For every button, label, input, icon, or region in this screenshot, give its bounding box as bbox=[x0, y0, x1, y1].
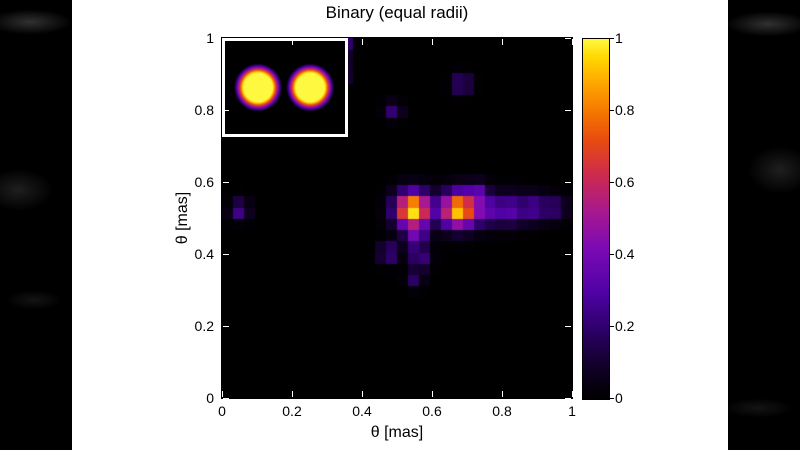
axis-tick-mark bbox=[362, 391, 363, 397]
colorbar bbox=[582, 38, 610, 400]
axis-tick-mark bbox=[223, 38, 229, 39]
axis-tick-mark bbox=[565, 38, 571, 39]
colorbar-tick-mark bbox=[610, 38, 614, 39]
colorbar-tick-label: 0.6 bbox=[615, 174, 635, 190]
colorbar-tick-label: 0.4 bbox=[615, 246, 635, 262]
x-tick-label: 0.6 bbox=[422, 403, 442, 419]
axis-tick-mark bbox=[292, 391, 293, 397]
x-tick-label: 0 bbox=[218, 403, 226, 419]
axis-tick-mark bbox=[572, 391, 573, 397]
y-tick-label: 1 bbox=[206, 30, 214, 46]
axis-tick-mark bbox=[502, 391, 503, 397]
axis-tick-mark bbox=[222, 391, 223, 397]
colorbar-tick-mark bbox=[610, 254, 614, 255]
y-tick-label: 0.8 bbox=[194, 102, 214, 118]
x-tick-label: 0.4 bbox=[352, 403, 372, 419]
y-axis-label: θ [mas] bbox=[174, 191, 191, 245]
colorbar-tick-mark bbox=[610, 182, 614, 183]
axis-tick-mark bbox=[432, 391, 433, 397]
y-tick-label: 0.6 bbox=[194, 174, 214, 190]
x-axis-label: θ [mas] bbox=[370, 424, 424, 441]
axis-tick-mark bbox=[565, 182, 571, 183]
colorbar-canvas bbox=[583, 39, 609, 399]
axis-tick-mark bbox=[292, 39, 293, 45]
axis-tick-mark bbox=[432, 39, 433, 45]
colorbar-tick-label: 0.2 bbox=[615, 318, 635, 334]
x-tick-label: 0.8 bbox=[492, 403, 512, 419]
axis-tick-mark bbox=[223, 398, 229, 399]
letterbox-right bbox=[728, 0, 800, 450]
x-tick-label: 0.2 bbox=[282, 403, 302, 419]
colorbar-tick-mark bbox=[610, 398, 614, 399]
axis-tick-mark bbox=[502, 39, 503, 45]
inset-canvas bbox=[225, 41, 345, 134]
colorbar-tick-label: 0 bbox=[615, 390, 623, 406]
y-tick-label: 0 bbox=[206, 390, 214, 406]
colorbar-tick-label: 1 bbox=[615, 30, 623, 46]
y-tick-label: 0.4 bbox=[194, 246, 214, 262]
axis-tick-mark bbox=[565, 398, 571, 399]
axis-tick-mark bbox=[223, 254, 229, 255]
axis-tick-mark bbox=[565, 254, 571, 255]
axis-tick-mark bbox=[565, 110, 571, 111]
inset-frame bbox=[222, 38, 348, 137]
axis-tick-mark bbox=[223, 110, 229, 111]
colorbar-tick-label: 0.8 bbox=[615, 102, 635, 118]
chart-title: Binary (equal radii) bbox=[325, 3, 469, 22]
colorbar-tick-mark bbox=[610, 110, 614, 111]
axis-tick-mark bbox=[222, 39, 223, 45]
y-tick-label: 0.2 bbox=[194, 318, 214, 334]
axis-tick-mark bbox=[572, 39, 573, 45]
x-tick-label: 1 bbox=[568, 403, 576, 419]
axis-tick-mark bbox=[223, 326, 229, 327]
axis-tick-mark bbox=[362, 39, 363, 45]
letterbox-left bbox=[0, 0, 72, 450]
axis-tick-mark bbox=[565, 326, 571, 327]
colorbar-tick-mark bbox=[610, 326, 614, 327]
axis-tick-mark bbox=[223, 182, 229, 183]
